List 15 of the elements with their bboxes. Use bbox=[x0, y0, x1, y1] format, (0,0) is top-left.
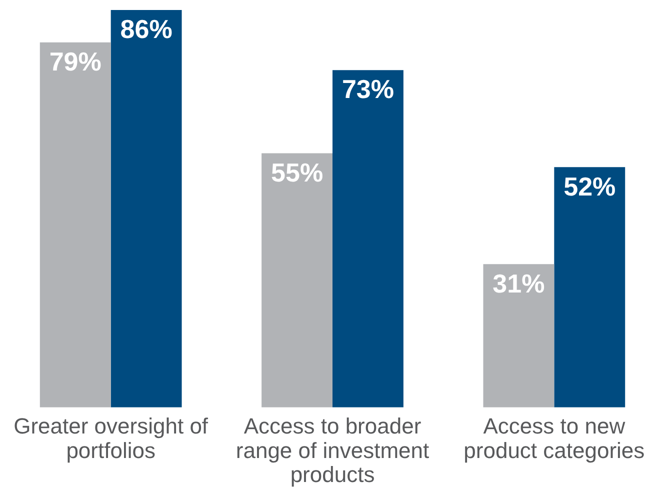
bar bbox=[483, 264, 554, 408]
data-label: 31% bbox=[492, 268, 545, 298]
data-label: 73% bbox=[342, 74, 394, 104]
x-tick-label: Access to broader range of investment products bbox=[236, 414, 430, 487]
x-tick-label: Greater oversight of portfolios bbox=[14, 414, 209, 463]
data-label: 86% bbox=[120, 14, 172, 44]
data-label: 79% bbox=[49, 46, 102, 77]
bar bbox=[262, 153, 332, 408]
bar bbox=[554, 167, 626, 408]
bar bbox=[40, 42, 111, 408]
data-label: 55% bbox=[271, 157, 324, 188]
bar bbox=[332, 70, 404, 408]
bar bbox=[110, 10, 182, 408]
x-tick-label: Access to new product categories bbox=[464, 414, 645, 463]
data-label: 52% bbox=[564, 171, 616, 202]
